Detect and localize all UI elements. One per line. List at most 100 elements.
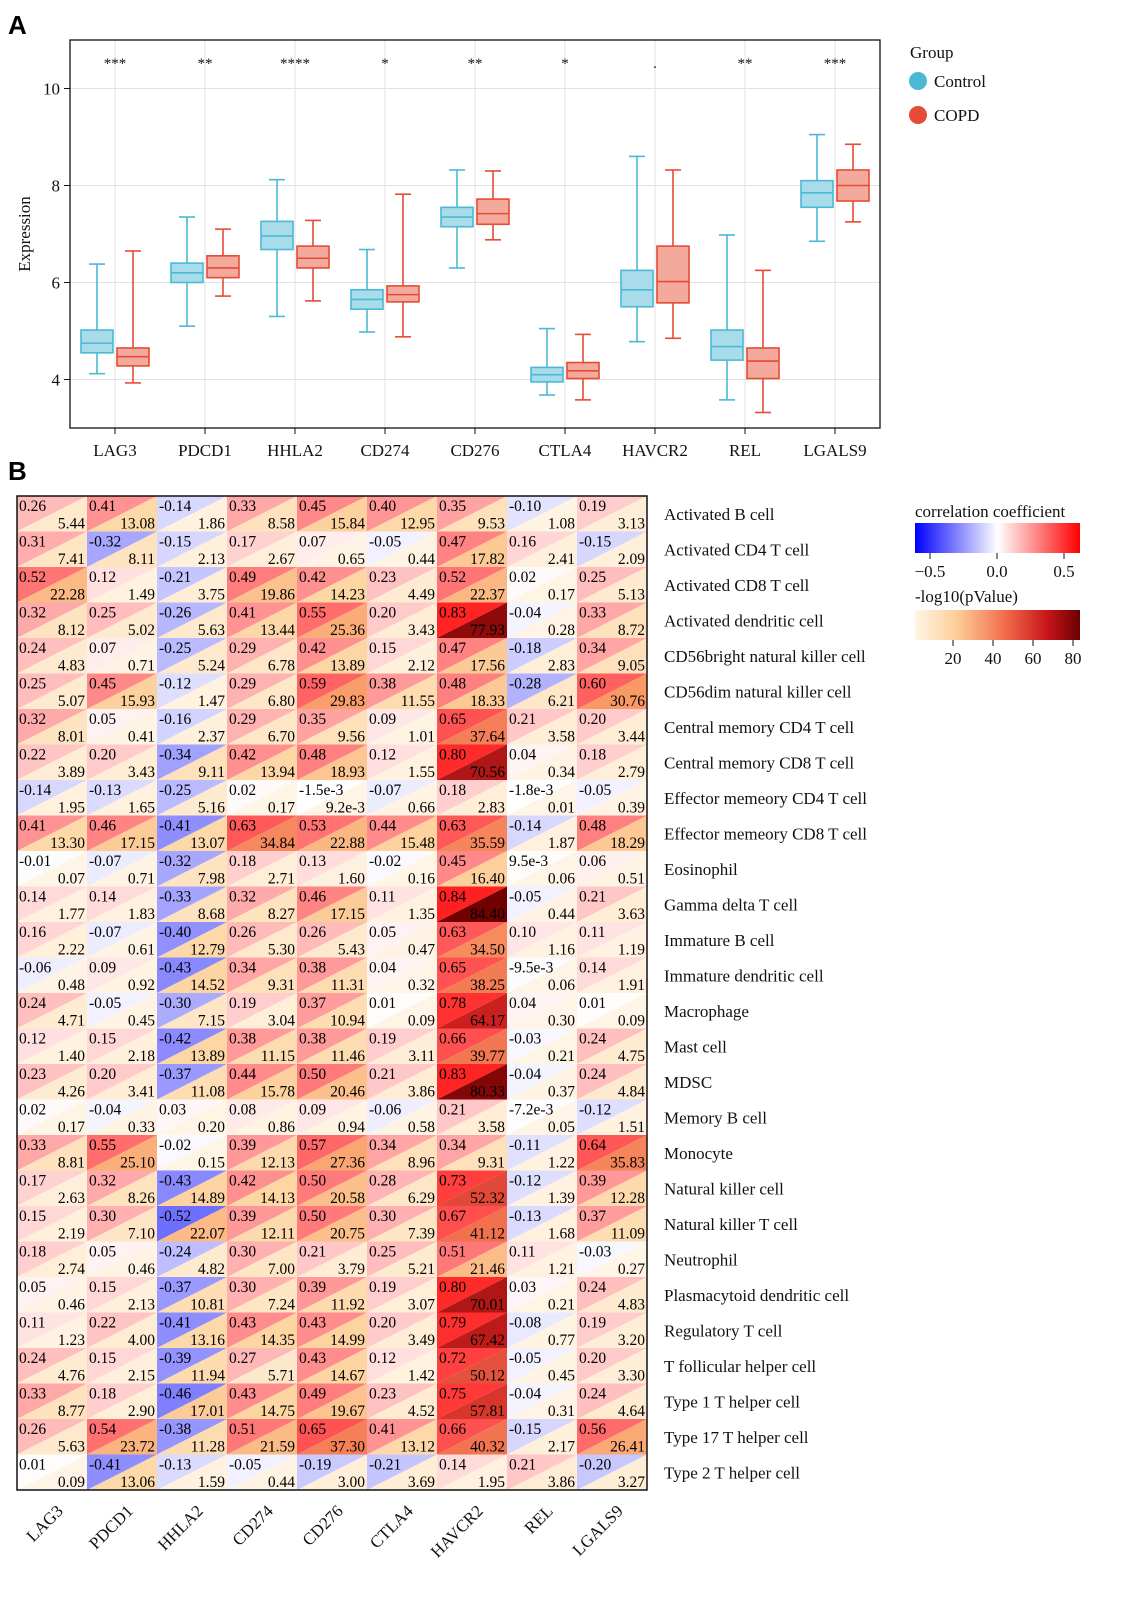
- heatmap-cell-pvalue: [87, 1028, 157, 1064]
- heatmap-cell-r-label: 0.23: [369, 1386, 396, 1403]
- heatmap-cell-p-label: 37.64: [470, 729, 505, 746]
- heatmap-cell-r-label: 0.25: [579, 569, 606, 586]
- heatmap-cell-pvalue: [507, 496, 577, 532]
- heatmap-cell-r-label: 0.34: [439, 1137, 466, 1154]
- heatmap-cell-p-label: 20.75: [330, 1226, 365, 1243]
- x-tick-label: PDCD1: [178, 441, 232, 460]
- heatmap-cell-p-label: 8.26: [128, 1190, 155, 1207]
- heatmap-cell-pvalue: [577, 1277, 647, 1313]
- heatmap-cell-pvalue: [17, 673, 87, 709]
- heatmap-cell-r-label: 0.37: [579, 1208, 606, 1225]
- heatmap-cell-p-label: 7.39: [408, 1226, 435, 1243]
- heatmap-cell-p-label: 0.65: [338, 551, 365, 568]
- heatmap-cell-p-label: 3.20: [618, 1332, 645, 1349]
- heatmap-cell-r-label: 0.01: [579, 995, 606, 1012]
- heatmap-cell-r-label: 0.79: [439, 1315, 466, 1332]
- heatmap-cell-pvalue: [157, 709, 227, 745]
- heatmap-cell-pvalue: [577, 1099, 647, 1135]
- heatmap-cell-p-label: 13.07: [190, 835, 225, 852]
- heatmap-cell-r-label: 0.02: [509, 569, 536, 586]
- heatmap-cell-r-label: 0.41: [369, 1421, 396, 1438]
- heatmap-cell-r-label: 0.15: [89, 1279, 116, 1296]
- heatmap-cell-pvalue: [437, 922, 507, 958]
- heatmap-cell-p-label: 5.44: [58, 516, 85, 533]
- heatmap-cell-pvalue: [297, 638, 367, 674]
- heatmap-cell-r-label: 0.23: [369, 569, 396, 586]
- heatmap-cell-p-label: 5.71: [268, 1368, 295, 1385]
- heatmap-cell-p-label: 5.30: [268, 942, 295, 959]
- heatmap-cell-r-label: 0.44: [369, 818, 396, 835]
- heatmap-cell-pvalue: [297, 1454, 367, 1490]
- heatmap-cell-p-label: 3.49: [408, 1332, 435, 1349]
- heatmap-cell-p-label: 7.98: [198, 871, 225, 888]
- x-tick-label: HHLA2: [267, 441, 323, 460]
- heatmap-cell-pvalue: [437, 886, 507, 922]
- heatmap-cell-r-label: -0.03: [579, 1244, 612, 1261]
- heatmap-cell-p-label: 11.46: [331, 1048, 366, 1065]
- heatmap-cell-pvalue: [577, 1383, 647, 1419]
- heatmap-cell-p-label: 3.75: [198, 587, 225, 604]
- heatmap-cell-r-label: 0.07: [299, 534, 326, 551]
- heatmap-cell-r-label: 0.14: [19, 889, 46, 906]
- heatmap-cell-r-label: -0.38: [159, 1421, 192, 1438]
- heatmap-cell-p-label: 2.13: [128, 1297, 155, 1314]
- heatmap-cell-pvalue: [17, 780, 87, 816]
- heatmap-cell-pvalue: [157, 993, 227, 1029]
- heatmap-cell-r-label: 0.80: [439, 747, 466, 764]
- heatmap-cell-p-label: 9.11: [198, 764, 225, 781]
- significance-label: ****: [280, 56, 310, 72]
- heatmap-cell-p-label: 4.76: [58, 1368, 85, 1385]
- heatmap-cell-pvalue: [17, 1454, 87, 1490]
- heatmap-cell-r-label: 0.14: [89, 889, 116, 906]
- heatmap-cell-r-label: 0.27: [229, 1350, 256, 1367]
- heatmap-cell-r-label: -0.11: [509, 1137, 541, 1154]
- heatmap-cell-r-label: 0.65: [439, 711, 466, 728]
- heatmap-cell-r-label: 0.33: [229, 498, 256, 515]
- heatmap-column-label: LGALS9: [569, 1501, 627, 1559]
- heatmap-cell-r-label: 0.20: [579, 711, 606, 728]
- heatmap-cell-r-label: -0.42: [159, 1031, 191, 1048]
- heatmap-row-label: T follicular helper cell: [664, 1357, 816, 1376]
- heatmap-cell-pvalue: [157, 1135, 227, 1171]
- heatmap-cell-p-label: 5.63: [198, 622, 225, 639]
- heatmap-cell-p-label: 0.44: [268, 1474, 295, 1491]
- heatmap-cell-p-label: 5.63: [58, 1439, 85, 1456]
- heatmap-cell-r-label: 0.50: [299, 1208, 326, 1225]
- heatmap-cell-r-label: 0.41: [89, 498, 116, 515]
- heatmap-cell-r-label: 0.05: [19, 1279, 46, 1296]
- heatmap-cell-r-label: 0.29: [229, 640, 256, 657]
- heatmap-cell-pvalue: [17, 1419, 87, 1455]
- heatmap-cell-pvalue: [437, 531, 507, 567]
- heatmap-cell-r-label: -0.21: [369, 1457, 401, 1474]
- heatmap-cell-r-label: -0.04: [509, 605, 542, 622]
- heatmap-cell-pvalue: [297, 957, 367, 993]
- heatmap-cell-pvalue: [437, 1277, 507, 1313]
- heatmap-cell-p-label: 70.56: [470, 764, 505, 781]
- heatmap-cell-r-label: 0.21: [369, 1066, 396, 1083]
- heatmap-cell-pvalue: [367, 851, 437, 887]
- heatmap-cell-p-label: 1.21: [548, 1261, 575, 1278]
- heatmap-row-label: Activated CD4 T cell: [664, 540, 810, 559]
- heatmap-cell-p-label: 2.90: [128, 1403, 155, 1420]
- heatmap-cell-r-label: -0.52: [159, 1208, 191, 1225]
- heatmap-cell-r-label: 0.05: [369, 924, 396, 941]
- heatmap-cell-p-label: 34.50: [470, 942, 505, 959]
- heatmap-cell-pvalue: [507, 1170, 577, 1206]
- heatmap-cell-r-label: 0.01: [19, 1457, 46, 1474]
- heatmap-cell-pvalue: [437, 1028, 507, 1064]
- heatmap-cell-r-label: 0.63: [439, 818, 466, 835]
- heatmap-cell-p-label: 80.33: [470, 1084, 505, 1101]
- heatmap-cell-r-label: 0.66: [439, 1031, 466, 1048]
- heatmap-cell-p-label: 8.01: [58, 729, 85, 746]
- heatmap-cell-pvalue: [367, 1170, 437, 1206]
- heatmap-cell-p-label: 4.83: [58, 658, 85, 675]
- heatmap-cell-pvalue: [367, 744, 437, 780]
- heatmap-cell-pvalue: [367, 922, 437, 958]
- heatmap-cell-r-label: 0.43: [299, 1315, 326, 1332]
- heatmap-cell-r-label: 0.39: [579, 1173, 606, 1190]
- heatmap-cell-pvalue: [437, 1135, 507, 1171]
- heatmap-cell-p-label: 3.30: [618, 1368, 645, 1385]
- heatmap-cell-pvalue: [297, 602, 367, 638]
- significance-label: **: [198, 56, 213, 72]
- heatmap-cell-r-label: 0.15: [89, 1031, 116, 1048]
